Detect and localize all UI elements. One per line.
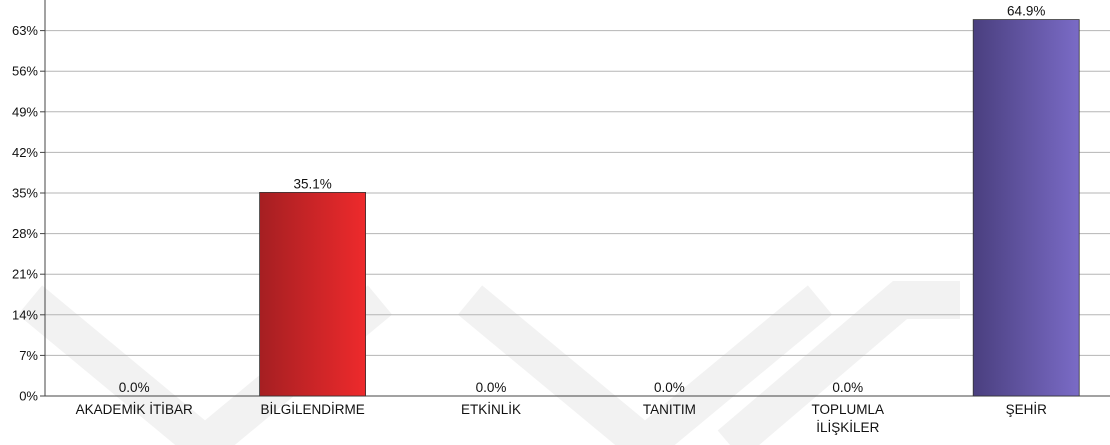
y-tick-label: 63% (12, 23, 38, 38)
data-label: 35.1% (293, 176, 331, 191)
watermark-stroke (717, 281, 960, 445)
bars (259, 19, 1080, 397)
x-tick-label: ŞEHİR (1006, 402, 1048, 417)
y-tick-label: 42% (12, 145, 38, 160)
data-label: 0.0% (654, 380, 685, 395)
bar (972, 19, 1080, 397)
y-tick-label: 56% (12, 64, 38, 79)
y-tick-label: 7% (19, 348, 38, 363)
data-label: 0.0% (476, 380, 507, 395)
data-label: 0.0% (832, 380, 863, 395)
axes (44, 0, 1110, 397)
y-tick-label: 21% (12, 267, 38, 282)
y-tick-label: 28% (12, 226, 38, 241)
y-tick-label: 0% (19, 389, 38, 404)
gridlines (40, 30, 1110, 397)
x-tick-label: TANITIM (643, 402, 696, 417)
x-tick-label: İLİŞKİLER (816, 420, 879, 435)
x-tick-label: AKADEMİK İTİBAR (76, 402, 193, 417)
x-tick-label: TOPLUMLA (812, 402, 885, 417)
watermark-chevron (457, 285, 833, 445)
y-tick-label: 14% (12, 307, 38, 322)
x-tick-label: ETKİNLİK (461, 402, 521, 417)
labels: 0% 7% 14% 21% 28% 35% 42% 49% 56% 63% 0.0% AKADEMİK… (12, 4, 1047, 435)
x-tick-label: BİLGİLENDİRME (260, 402, 364, 417)
y-tick-label: 49% (12, 104, 38, 119)
data-label: 0.0% (119, 380, 150, 395)
y-tick-label: 35% (12, 186, 38, 201)
bar (259, 192, 367, 397)
data-label: 64.9% (1007, 4, 1045, 19)
